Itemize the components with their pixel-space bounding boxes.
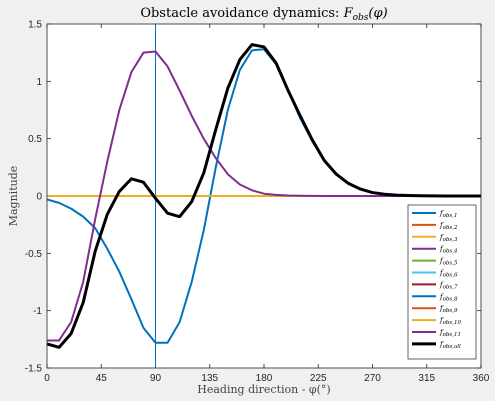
legend-label-4: fobs,4 — [439, 245, 458, 255]
y-tick-labels: -1.5 -1 -0.5 0 0.5 1 1.5 — [25, 20, 43, 375]
x-tick-labels: 0 45 90 135 180 225 270 315 360 — [44, 373, 490, 384]
legend-label-3: fobs,3 — [439, 233, 458, 243]
legend-label-12: fobs,all — [439, 340, 461, 350]
legend-label-9: fobs,9 — [439, 305, 458, 315]
chart-title: Obstacle avoidance dynamics: Fobs(φ) — [140, 6, 387, 23]
series-line-12 — [46, 43, 481, 349]
x-tick-label: 135 — [201, 373, 218, 384]
x-tick-label: 225 — [310, 373, 327, 384]
legend-box — [407, 204, 477, 360]
y-tick-label: 0.5 — [28, 134, 42, 145]
legend-label-7: fobs,7 — [439, 281, 458, 291]
chart-title-main: Obstacle avoidance dynamics: — [140, 6, 343, 21]
legend-label-10: fobs,10 — [439, 317, 461, 327]
x-tick-label: 180 — [256, 373, 273, 384]
x-tick-label: 360 — [473, 373, 490, 384]
legend-label-6: fobs,6 — [439, 269, 458, 279]
x-tick-label: 90 — [150, 373, 162, 384]
y-tick-label: -0.5 — [25, 249, 43, 260]
y-tick-label: 0 — [36, 192, 42, 203]
y-tick-label: 1.5 — [28, 20, 42, 31]
y-tick-label: -1.5 — [25, 364, 43, 375]
x-tick-label: 45 — [96, 373, 108, 384]
series-lines — [46, 43, 481, 349]
legend-label-5: fobs,5 — [439, 257, 458, 267]
legend-label-11: fobs,11 — [439, 329, 461, 339]
chart-title-sub: obs — [353, 13, 369, 23]
y-tick-label: 1 — [36, 77, 42, 88]
x-axis-label: Heading direction - φ(°) — [197, 383, 330, 396]
x-tick-label: 315 — [418, 373, 435, 384]
chart-title-f: F — [343, 6, 354, 21]
legend-label-1: fobs,1 — [439, 210, 458, 220]
axes-box — [46, 23, 482, 369]
y-tick-label: -1 — [33, 306, 42, 317]
y-axis-label: Magnitude — [7, 166, 20, 227]
x-tick-label: 270 — [364, 373, 381, 384]
x-tick-label: 0 — [44, 373, 50, 384]
legend-label-2: fobs,2 — [439, 221, 458, 231]
chart-title-arg: (φ) — [368, 6, 387, 21]
legend-label-8: fobs,8 — [439, 293, 458, 303]
